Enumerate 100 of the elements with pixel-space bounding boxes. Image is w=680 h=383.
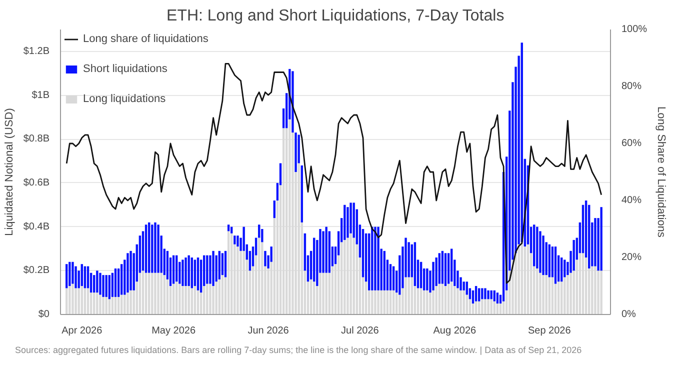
bar [432, 262, 434, 290]
bar [273, 200, 276, 218]
bar [261, 242, 264, 314]
bar [190, 258, 193, 288]
bar [258, 224, 260, 238]
bar [200, 260, 202, 293]
bar [298, 163, 300, 314]
bar [408, 277, 410, 314]
y2-tick-label: 80% [622, 81, 642, 92]
bar [474, 286, 478, 302]
line-series [66, 63, 602, 284]
bar [102, 296, 104, 314]
bar [352, 238, 355, 314]
bar [66, 288, 68, 314]
bar [319, 272, 322, 314]
bar [496, 292, 499, 304]
bar [548, 244, 550, 278]
bar [582, 253, 584, 314]
bar [111, 272, 114, 297]
bar [86, 288, 90, 314]
bar [74, 288, 77, 314]
bar [142, 270, 144, 314]
bar [554, 246, 557, 284]
bar [209, 255, 212, 284]
bar [564, 277, 566, 314]
bar [557, 282, 560, 314]
bar [325, 226, 328, 273]
x-tick-label: Sep 2026 [528, 326, 572, 336]
bar [117, 268, 120, 297]
bar [578, 253, 582, 314]
bar [539, 231, 542, 273]
bar [218, 250, 220, 280]
bar [518, 244, 520, 314]
bar [126, 253, 129, 293]
y-axis-title: Liquidated Notional (USD) [3, 108, 16, 236]
bar [114, 268, 117, 297]
bar [450, 282, 453, 314]
bar [96, 270, 98, 293]
bar [72, 284, 74, 314]
bar [68, 286, 71, 314]
bar [435, 286, 438, 314]
bar [380, 290, 382, 314]
y-tick-label: $1B [32, 90, 50, 101]
bar [78, 288, 80, 314]
bar [126, 292, 129, 314]
bar [572, 240, 575, 271]
y2-tick-label: 100% [622, 24, 648, 35]
bar [144, 224, 148, 273]
legend-label: Long share of liquidations [83, 33, 208, 45]
bar [178, 284, 181, 314]
bar [215, 282, 218, 314]
bar [566, 275, 569, 314]
bar [236, 236, 239, 247]
bar [68, 262, 71, 286]
bar [108, 275, 110, 300]
bar [462, 290, 465, 314]
bar [188, 255, 190, 286]
y-tick-label: $0.2B [23, 265, 50, 276]
bar [340, 242, 343, 314]
bar [570, 272, 572, 314]
bar [102, 275, 104, 297]
bar [99, 272, 102, 295]
bar [227, 231, 230, 314]
bar [331, 266, 334, 314]
bar [184, 258, 187, 286]
bar [426, 290, 428, 314]
bar [224, 250, 227, 278]
bar [591, 266, 594, 314]
bar [539, 272, 542, 314]
bar [160, 272, 162, 314]
bar [560, 258, 563, 282]
bar [371, 226, 374, 290]
bar [377, 290, 380, 314]
bar [182, 286, 184, 314]
bar [124, 294, 126, 314]
bar [182, 260, 184, 286]
bar [188, 286, 190, 314]
bar [493, 290, 496, 302]
bar [206, 255, 208, 284]
bar [151, 224, 154, 273]
legend-label: Short liquidations [83, 63, 168, 75]
y-tick-label: $0 [38, 309, 50, 320]
bar [130, 250, 132, 290]
bar [484, 288, 486, 300]
bar [313, 238, 316, 282]
legend-label: Long liquidations [83, 93, 166, 105]
bar [420, 288, 422, 314]
x-tick-label: Jul 2026 [341, 326, 380, 336]
bar [444, 253, 447, 286]
bar [490, 299, 492, 314]
bar [472, 290, 474, 304]
bar [450, 248, 453, 282]
bar [80, 264, 83, 286]
bar [478, 288, 480, 302]
bar [432, 290, 434, 314]
bar [350, 233, 352, 314]
y2-tick-label: 40% [622, 195, 642, 206]
bar [172, 255, 175, 284]
bar [600, 207, 602, 271]
bar [484, 299, 486, 314]
